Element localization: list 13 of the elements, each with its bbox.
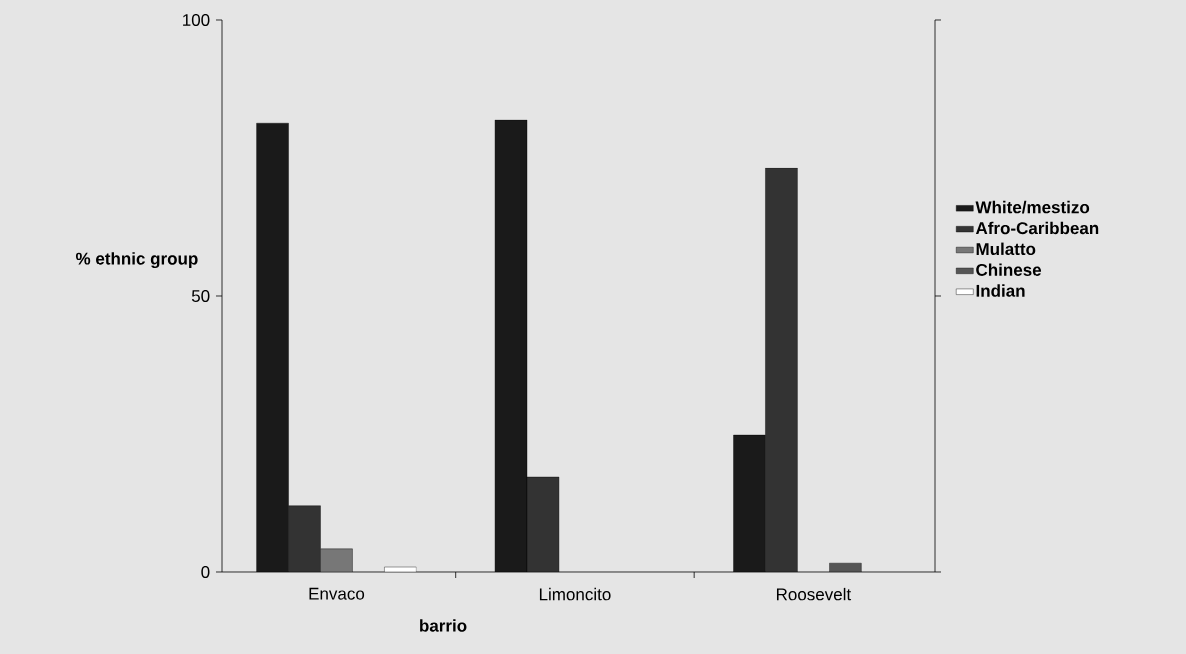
- legend-label: Mulatto: [976, 242, 1036, 256]
- y-tick-label: 50: [191, 289, 210, 303]
- x-tick-label: Envaco: [309, 587, 365, 600]
- y-axis-title: % ethnic group: [75, 252, 198, 269]
- legend-label: Afro-Caribbean: [975, 221, 1099, 235]
- y-tick-label: 0: [201, 565, 210, 579]
- x-axis-title: barrio: [420, 619, 467, 632]
- x-tick-label: Roosevelt: [776, 587, 852, 601]
- y-tick-label: 100: [183, 13, 210, 27]
- legend-label: Chinese: [976, 263, 1042, 276]
- x-tick-label: Limoncito: [539, 587, 611, 601]
- legend-label: Indian: [976, 284, 1025, 297]
- legend-label: White/mestizo: [975, 200, 1090, 214]
